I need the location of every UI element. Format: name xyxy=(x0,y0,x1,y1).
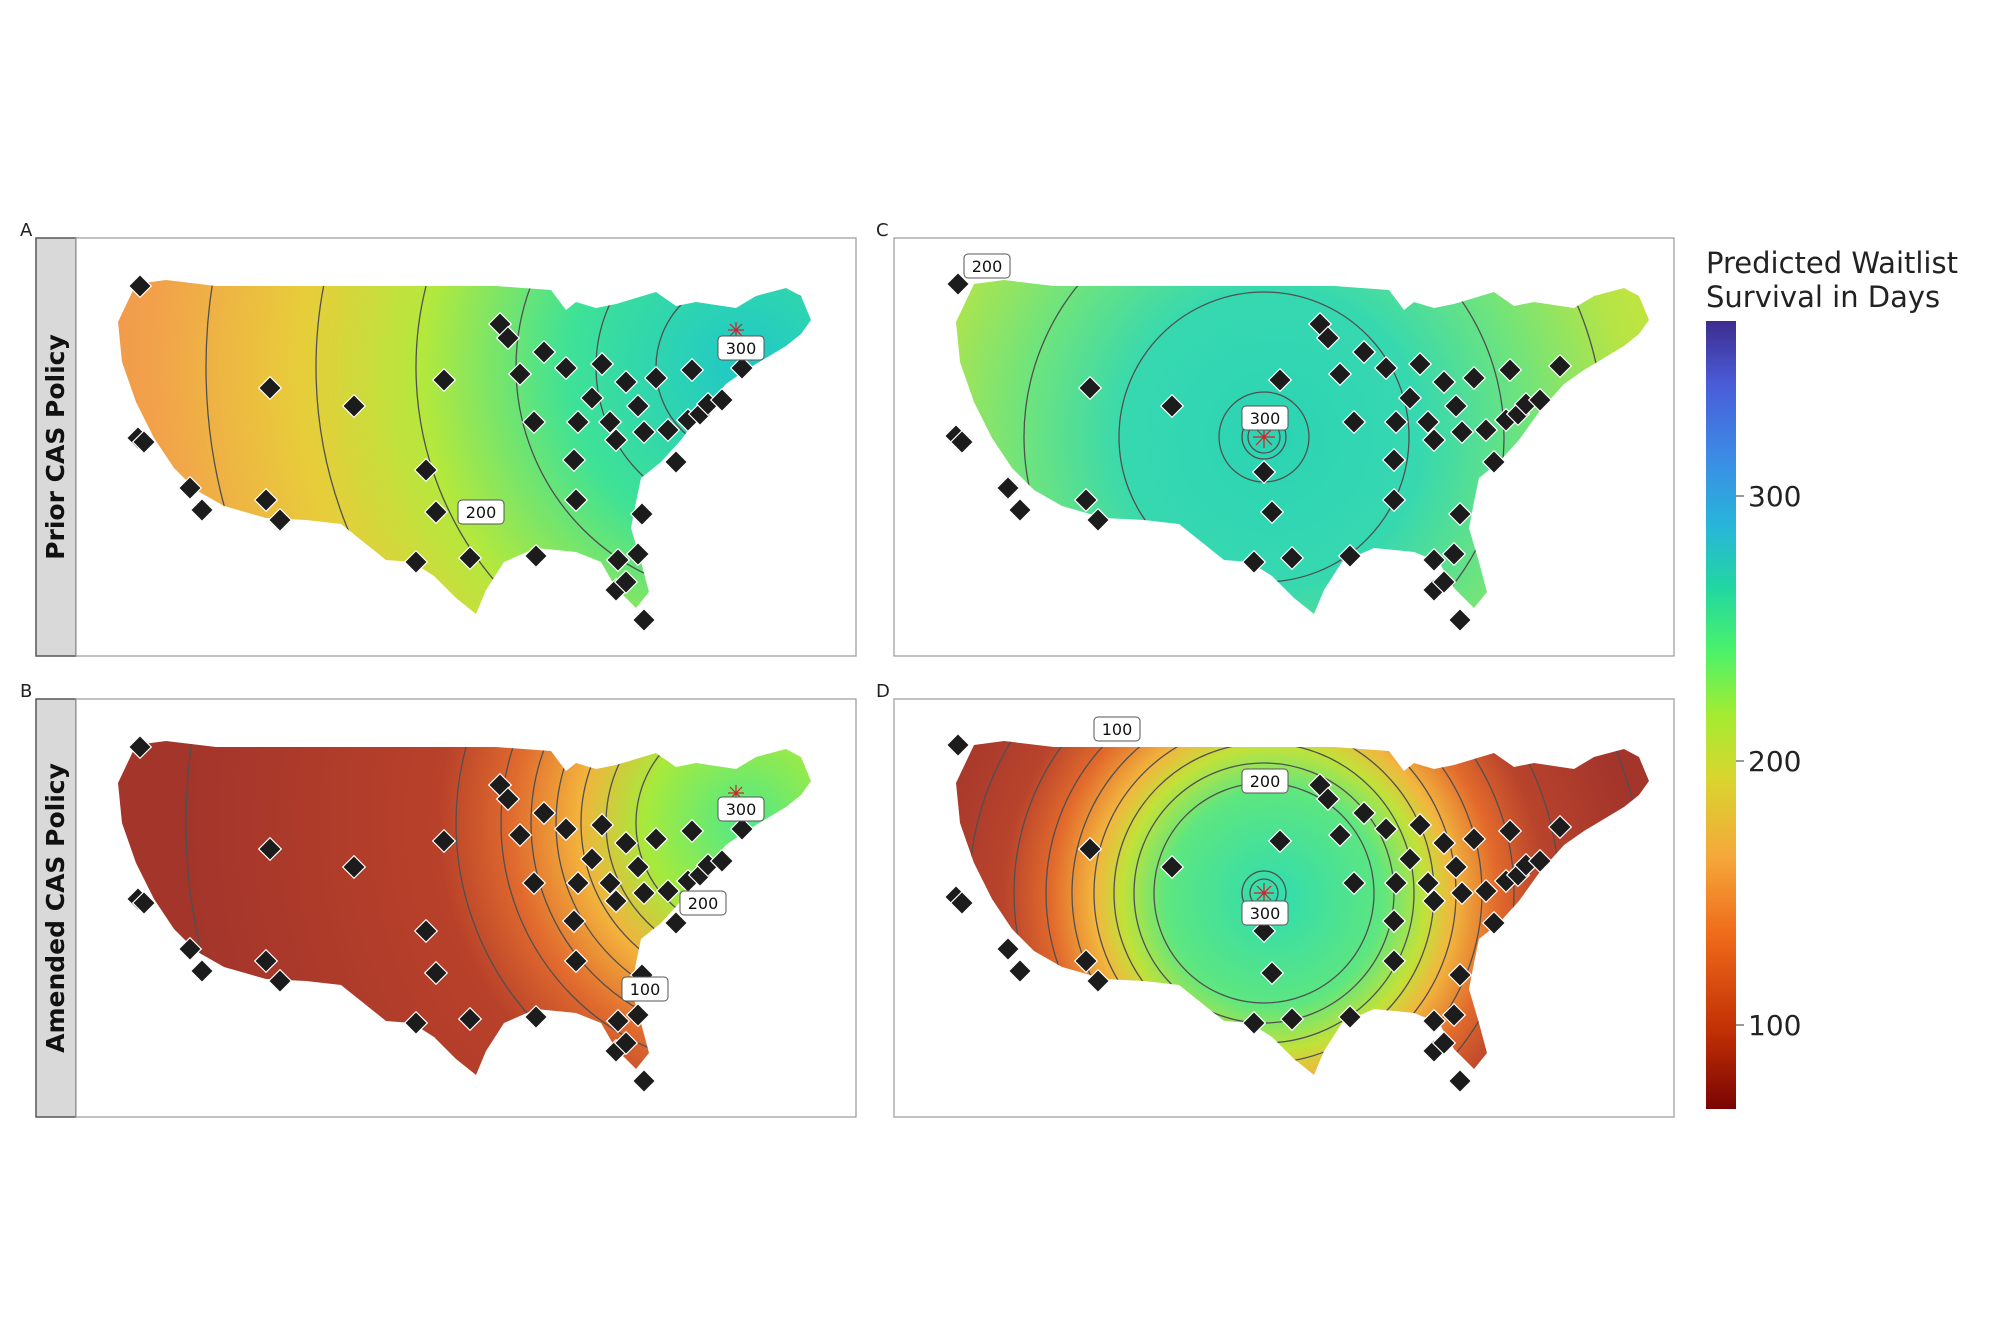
peak-star xyxy=(1254,883,1274,903)
contour-label-200: 200 xyxy=(963,253,1011,279)
svg-text:300: 300 xyxy=(726,800,757,819)
legend: Predicted Waitlist Survival in Days 300 … xyxy=(1706,246,1958,1109)
panel-d-letter: D xyxy=(876,681,890,702)
panel-a-letter: A xyxy=(20,220,33,241)
contour-label-300: 300 xyxy=(1241,900,1289,926)
svg-text:100: 100 xyxy=(630,980,661,999)
panel-b: B Amended CAS Policy xyxy=(20,681,857,1118)
contour-label-100: 100 xyxy=(1093,716,1141,742)
panel-c-letter: C xyxy=(876,220,889,241)
legend-colorbar xyxy=(1706,321,1736,1109)
contour-label-300: 300 xyxy=(717,335,765,361)
contour-label-300: 300 xyxy=(1241,405,1289,431)
peak-star xyxy=(728,322,744,338)
contour-label-300: 300 xyxy=(717,796,765,822)
panel-d: D xyxy=(876,681,1675,1118)
legend-title-line1: Predicted Waitlist xyxy=(1706,246,1958,280)
row-label-prior: Prior CAS Policy xyxy=(41,334,70,560)
panel-a: A Prior CAS Policy xyxy=(20,220,857,657)
contour-label-100: 100 xyxy=(621,976,669,1002)
svg-text:300: 300 xyxy=(726,339,757,358)
legend-tick-100: 100 xyxy=(1748,1009,1801,1042)
contour-label-200: 200 xyxy=(457,499,505,525)
legend-title-line2: Survival in Days xyxy=(1706,280,1940,314)
row-label-amended: Amended CAS Policy xyxy=(41,763,70,1053)
panel-b-letter: B xyxy=(20,681,32,702)
panel-c: C xyxy=(876,220,1675,657)
svg-text:200: 200 xyxy=(972,257,1003,276)
legend-tick-200: 200 xyxy=(1748,745,1801,778)
svg-text:200: 200 xyxy=(1250,772,1281,791)
row-strip-amended xyxy=(35,698,77,1118)
svg-text:300: 300 xyxy=(1250,904,1281,923)
svg-text:100: 100 xyxy=(1102,720,1133,739)
svg-text:200: 200 xyxy=(466,503,497,522)
svg-text:300: 300 xyxy=(1250,409,1281,428)
contour-label-200: 200 xyxy=(1241,768,1289,794)
contour-label-200: 200 xyxy=(679,890,727,916)
legend-tick-300: 300 xyxy=(1748,480,1801,513)
svg-text:200: 200 xyxy=(688,894,719,913)
